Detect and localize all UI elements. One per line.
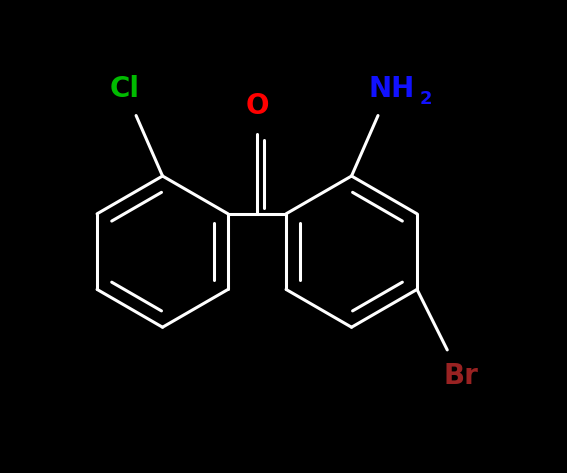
Text: 2: 2 (420, 90, 432, 108)
Text: NH: NH (369, 75, 414, 103)
Text: Cl: Cl (110, 75, 139, 103)
Text: Br: Br (443, 362, 479, 390)
Text: O: O (246, 92, 269, 120)
